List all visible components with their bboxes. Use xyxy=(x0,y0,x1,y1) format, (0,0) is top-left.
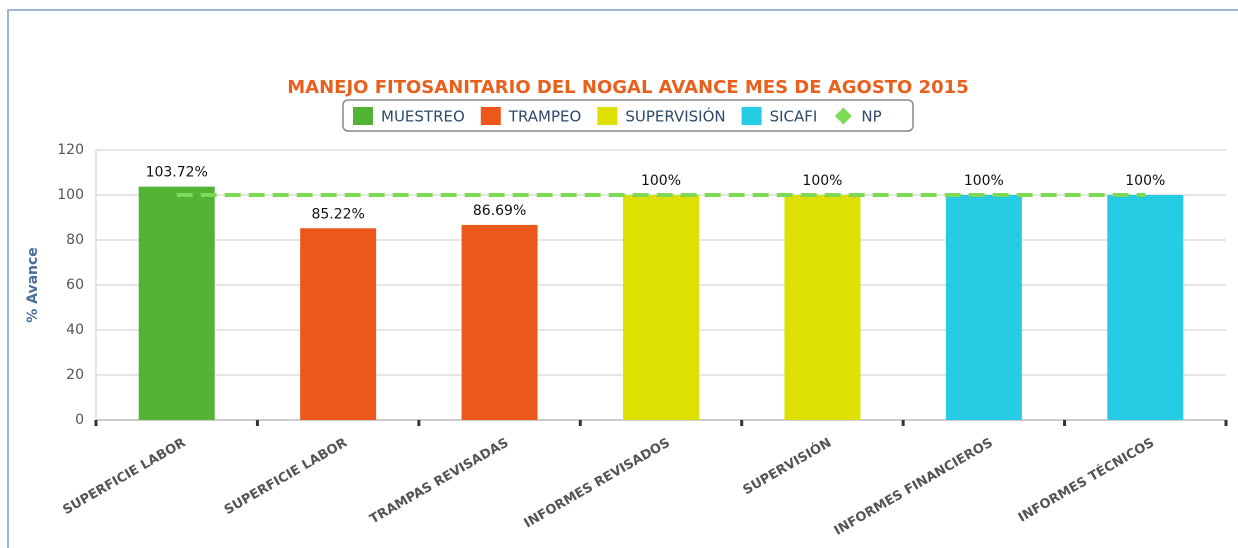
legend-swatch xyxy=(353,107,373,125)
bar xyxy=(945,195,1022,420)
bar xyxy=(138,186,215,420)
bar xyxy=(623,195,699,420)
data-label: 103.72% xyxy=(146,165,208,181)
legend-label: TRAMPEO xyxy=(508,108,582,126)
legend-swatch xyxy=(480,107,501,125)
x-tick-label: INFORMES FINANCIEROS xyxy=(832,436,996,539)
x-tick-label: SUPERVISIÓN xyxy=(740,435,834,499)
frame xyxy=(7,9,1238,548)
x-tick-label: TRAMPAS REVISADAS xyxy=(367,436,511,528)
legend-swatch xyxy=(597,107,618,125)
bar xyxy=(300,228,377,420)
data-label: 100% xyxy=(641,173,681,189)
y-tick-label: 120 xyxy=(57,142,84,158)
x-tick-label: SUPERFICIE LABOR xyxy=(60,436,188,519)
y-tick-label: 40 xyxy=(66,322,84,338)
legend-label: NP xyxy=(861,108,881,126)
y-tick-label: 100 xyxy=(57,187,84,203)
legend-label: MUESTREO xyxy=(381,108,465,126)
data-label: 100% xyxy=(1125,173,1165,189)
chart-title: MANEJO FITOSANITARIO DEL NOGAL AVANCE ME… xyxy=(287,77,968,98)
x-tick-label: INFORMES REVISADOS xyxy=(522,436,673,532)
x-tick-label: SUPERFICIE LABOR xyxy=(222,436,350,519)
data-label: 100% xyxy=(802,173,842,189)
x-tick-label: INFORMES TÉCNICOS xyxy=(1015,435,1157,526)
legend-label: SICAFI xyxy=(770,108,818,126)
legend-symbol xyxy=(834,107,852,125)
data-label: 85.22% xyxy=(311,206,364,222)
legend-label: SUPERVISIÓN xyxy=(625,107,725,126)
data-label: 86.69% xyxy=(473,203,526,219)
y-tick-label: 80 xyxy=(66,232,84,248)
legend-swatch xyxy=(741,107,762,125)
y-tick-label: 60 xyxy=(66,277,84,293)
data-label: 100% xyxy=(964,173,1004,189)
y-tick-label: 0 xyxy=(75,412,84,428)
y-axis-label: % Avance xyxy=(25,247,41,323)
bar xyxy=(784,195,861,420)
bar xyxy=(461,224,538,420)
bar xyxy=(1107,195,1184,420)
y-tick-label: 20 xyxy=(66,367,84,383)
